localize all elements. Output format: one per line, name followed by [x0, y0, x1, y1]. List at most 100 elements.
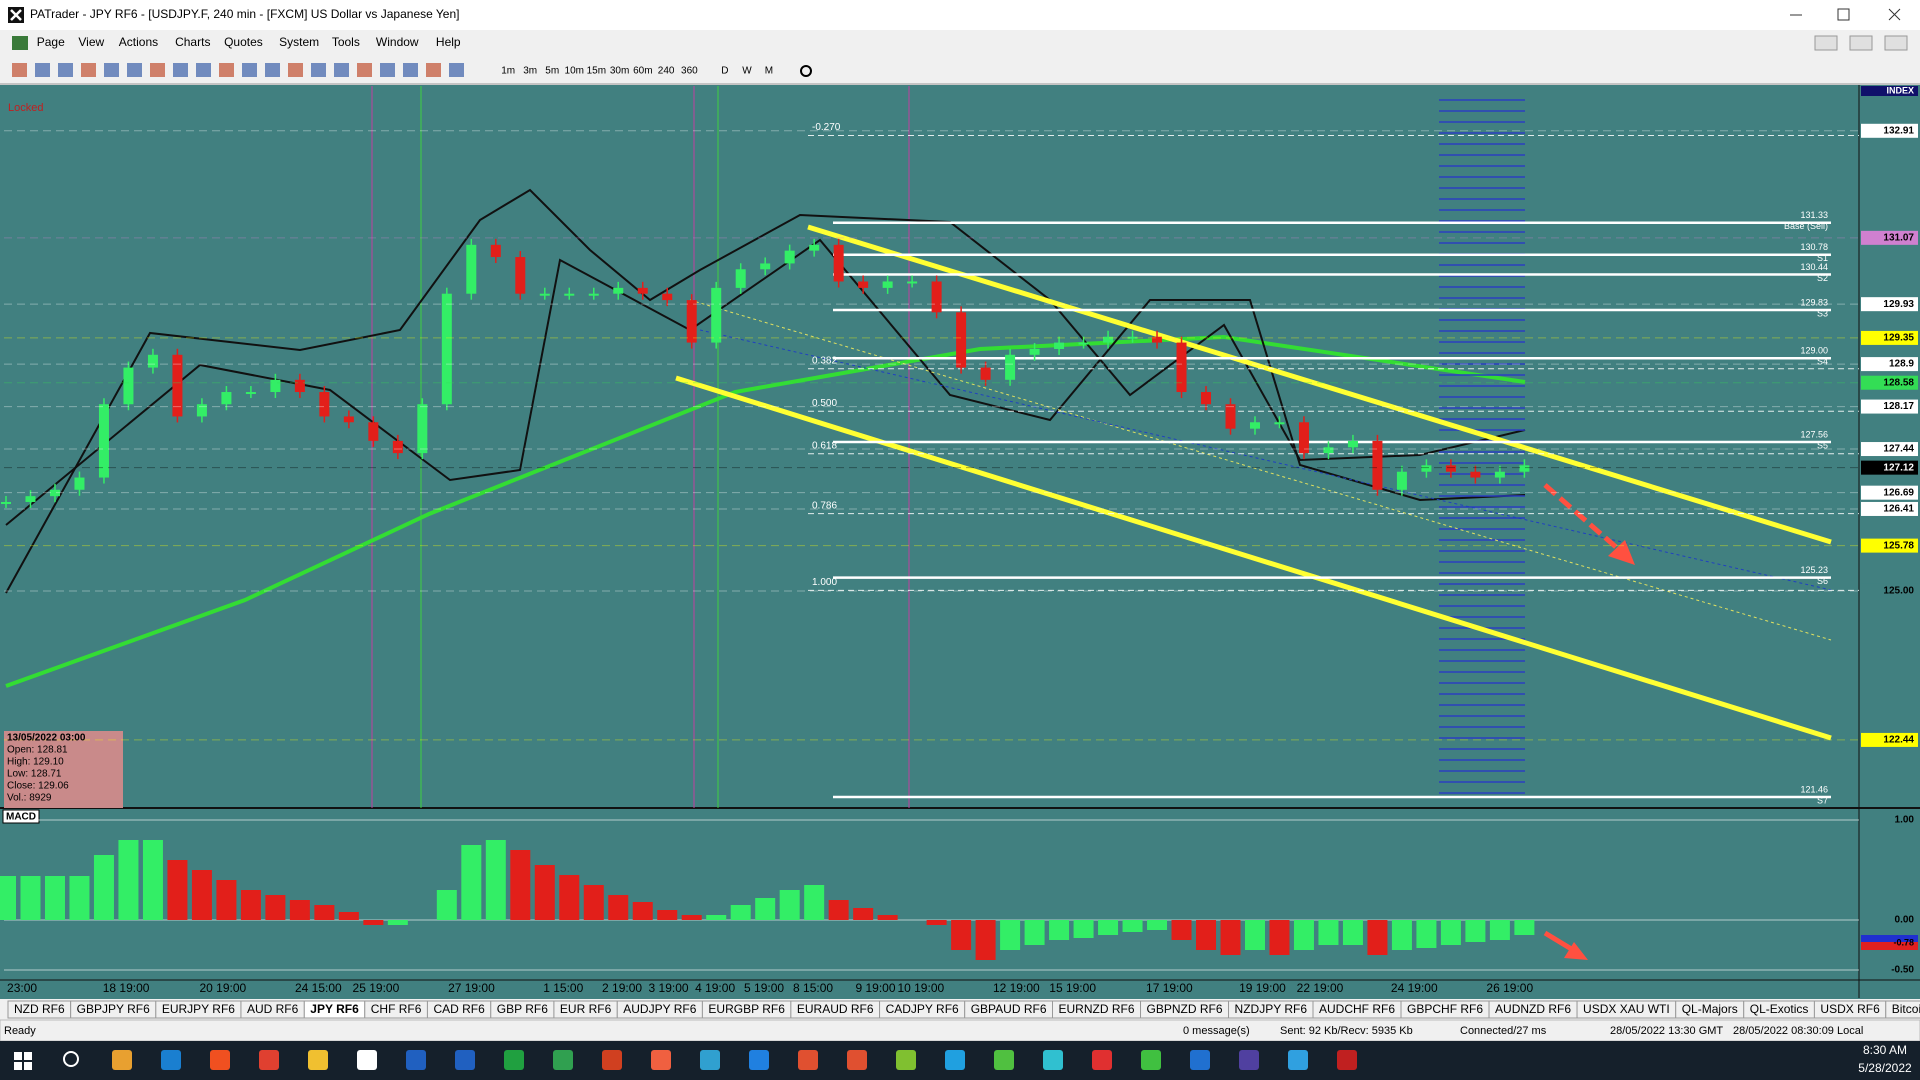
menu-item[interactable]: Tools: [332, 35, 360, 49]
taskbar-app[interactable]: [1190, 1050, 1210, 1070]
timeframe-button[interactable]: D: [721, 66, 728, 77]
symbol-tab-label[interactable]: EUR RF6: [560, 1002, 612, 1016]
symbol-tab-label[interactable]: CHF RF6: [371, 1002, 422, 1016]
symbol-tab-label[interactable]: GBPJPY RF6: [77, 1002, 150, 1016]
tool-button[interactable]: [265, 63, 280, 77]
tool-button[interactable]: [150, 63, 165, 77]
symbol-tab-label[interactable]: CAD RF6: [433, 1002, 485, 1016]
tool-button[interactable]: [426, 63, 441, 77]
timeframe-button[interactable]: 60m: [633, 66, 652, 77]
symbol-tab-label[interactable]: EURGBP RF6: [708, 1002, 785, 1016]
symbol-tab-label[interactable]: JPY RF6: [310, 1002, 359, 1016]
timeframe-button[interactable]: 1m: [501, 66, 515, 77]
taskbar-app[interactable]: [406, 1050, 426, 1070]
taskbar-app[interactable]: [847, 1050, 867, 1070]
menu-item[interactable]: Charts: [175, 35, 210, 49]
tool-button[interactable]: [219, 63, 234, 77]
symbol-tab-label[interactable]: USDX XAU WTI: [1583, 1002, 1670, 1016]
symbol-tab-label[interactable]: CADJPY RF6: [886, 1002, 959, 1016]
tool-button[interactable]: [380, 63, 395, 77]
taskbar-app[interactable]: [210, 1050, 230, 1070]
maximize-button[interactable]: [1837, 8, 1850, 21]
mdi-minimize[interactable]: [1814, 35, 1838, 51]
menu-item[interactable]: Help: [436, 35, 461, 49]
taskbar-app[interactable]: [1288, 1050, 1308, 1070]
symbol-tab-label[interactable]: AUD RF6: [247, 1002, 299, 1016]
mdi-restore[interactable]: [1849, 35, 1873, 51]
tool-button[interactable]: [35, 63, 50, 77]
taskbar-app[interactable]: [945, 1050, 965, 1070]
taskbar-app[interactable]: [357, 1050, 377, 1070]
symbol-tab-label[interactable]: NZD RF6: [14, 1002, 65, 1016]
tool-button[interactable]: [58, 63, 73, 77]
menu-item[interactable]: Actions: [119, 35, 158, 49]
timeframe-button[interactable]: 360: [681, 66, 698, 77]
tool-button[interactable]: [403, 63, 418, 77]
taskbar-app[interactable]: [1337, 1050, 1357, 1070]
tool-button[interactable]: [12, 63, 27, 77]
symbol-tab[interactable]: [1885, 1000, 1920, 1019]
start-button[interactable]: [14, 1052, 32, 1070]
symbol-tab-label[interactable]: QL-Exotics: [1750, 1002, 1809, 1016]
symbol-tab-label[interactable]: Bitcoin: [1892, 1002, 1920, 1016]
symbol-tab-label[interactable]: AUDCHF RF6: [1319, 1002, 1395, 1016]
symbol-tab-label[interactable]: AUDJPY RF6: [623, 1002, 696, 1016]
taskbar-app[interactable]: [749, 1050, 769, 1070]
close-button[interactable]: [1888, 8, 1901, 21]
timeframe-button[interactable]: M: [765, 66, 773, 77]
taskbar-app[interactable]: [651, 1050, 671, 1070]
taskbar-app[interactable]: [1239, 1050, 1259, 1070]
taskbar-app[interactable]: [1043, 1050, 1063, 1070]
taskbar-app[interactable]: [504, 1050, 524, 1070]
taskbar-app[interactable]: [896, 1050, 916, 1070]
symbol-tab-label[interactable]: USDX RF6: [1820, 1002, 1880, 1016]
taskbar-app[interactable]: [553, 1050, 573, 1070]
taskbar-app[interactable]: [112, 1050, 132, 1070]
symbol-tab-label[interactable]: EURAUD RF6: [797, 1002, 874, 1016]
taskbar-app[interactable]: [798, 1050, 818, 1070]
taskbar-app[interactable]: [994, 1050, 1014, 1070]
timeframe-button[interactable]: 15m: [587, 66, 606, 77]
tool-button[interactable]: [311, 63, 326, 77]
taskbar-app[interactable]: [700, 1050, 720, 1070]
tool-button[interactable]: [357, 63, 372, 77]
symbol-tab-label[interactable]: NZDJPY RF6: [1235, 1002, 1308, 1016]
tool-button[interactable]: [242, 63, 257, 77]
timeframe-button[interactable]: W: [742, 66, 752, 77]
taskbar-app[interactable]: [602, 1050, 622, 1070]
tool-button[interactable]: [334, 63, 349, 77]
tool-button[interactable]: [127, 63, 142, 77]
symbol-tab-label[interactable]: GBP RF6: [497, 1002, 548, 1016]
taskbar-app[interactable]: [161, 1050, 181, 1070]
timeframe-button[interactable]: 240: [658, 66, 675, 77]
symbol-tab-label[interactable]: GBPNZD RF6: [1147, 1002, 1223, 1016]
timeframe-button[interactable]: 30m: [610, 66, 629, 77]
taskbar-app[interactable]: [308, 1050, 328, 1070]
timeframe-button[interactable]: 10m: [565, 66, 584, 77]
mdi-close[interactable]: [1884, 35, 1908, 51]
tool-button[interactable]: [196, 63, 211, 77]
tool-button[interactable]: [81, 63, 96, 77]
tool-button[interactable]: [104, 63, 119, 77]
symbol-tab-label[interactable]: GBPAUD RF6: [971, 1002, 1047, 1016]
symbol-tab-label[interactable]: EURJPY RF6: [162, 1002, 235, 1016]
taskbar-app[interactable]: [455, 1050, 475, 1070]
timeframe-button[interactable]: 5m: [545, 66, 559, 77]
tool-button[interactable]: [288, 63, 303, 77]
timeframe-button[interactable]: 3m: [523, 66, 537, 77]
tool-button[interactable]: [173, 63, 188, 77]
menu-item[interactable]: View: [78, 35, 104, 49]
symbol-tab-label[interactable]: QL-Majors: [1682, 1002, 1738, 1016]
menu-item[interactable]: Page: [37, 35, 65, 49]
symbol-tab-label[interactable]: GBPCHF RF6: [1407, 1002, 1483, 1016]
taskbar-app[interactable]: [1092, 1050, 1112, 1070]
tool-button[interactable]: [449, 63, 464, 77]
symbol-tab-label[interactable]: AUDNZD RF6: [1495, 1002, 1571, 1016]
search-button[interactable]: [63, 1051, 79, 1067]
refresh-button[interactable]: [800, 65, 812, 77]
menu-item[interactable]: Quotes: [224, 35, 263, 49]
taskbar-app[interactable]: [1141, 1050, 1161, 1070]
menu-item[interactable]: Window: [376, 35, 419, 49]
taskbar-app[interactable]: [259, 1050, 279, 1070]
symbol-tab-label[interactable]: EURNZD RF6: [1059, 1002, 1135, 1016]
